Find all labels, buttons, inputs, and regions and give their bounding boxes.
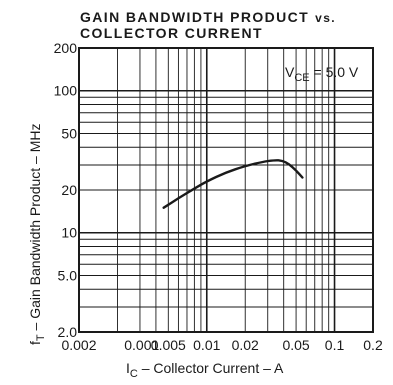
x-tick-label: 0.05: [282, 337, 309, 353]
x-tick-label: 0.1: [325, 337, 345, 353]
y-tick-label: 2.0: [58, 324, 78, 340]
x-tick-label: 0.2: [363, 337, 383, 353]
series-layer: [162, 159, 304, 209]
x-tick-label: 0.001: [124, 337, 159, 353]
chart-title-line2: COLLECTOR CURRENT: [80, 25, 263, 41]
y-tick-label: 200: [54, 40, 78, 56]
chart-title-line1: GAIN BANDWIDTH PRODUCT vs.: [80, 9, 336, 25]
grid: [78, 47, 374, 333]
plot-frame: [78, 47, 374, 333]
vce-annotation: VCE = 5.0 V: [285, 64, 359, 84]
y-tick-label: 50: [61, 125, 77, 141]
x-axis-label: IC – Collector Current – A: [126, 360, 284, 380]
x-tick-label: 0.005: [151, 337, 186, 353]
y-tick-label: 5.0: [58, 267, 78, 283]
x-tick-label: 0.01: [193, 337, 220, 353]
y-axis-label: fT – Gain Bandwidth Product – MHz: [27, 123, 47, 345]
x-tick-label: 0.02: [232, 337, 259, 353]
y-tick-label: 20: [61, 182, 77, 198]
series-line: [162, 159, 304, 209]
x-tick-label: 0.002: [61, 337, 96, 353]
y-tick-label: 10: [61, 225, 77, 241]
y-tick-label: 100: [54, 83, 78, 99]
